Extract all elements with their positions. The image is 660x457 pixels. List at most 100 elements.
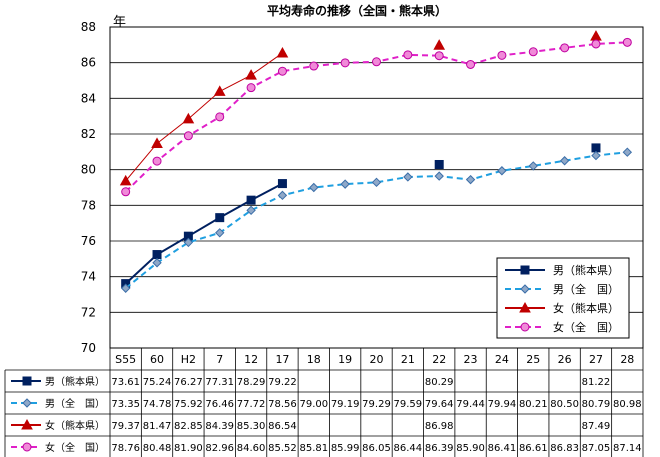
data-point (215, 112, 225, 122)
table-cell: 86.05 (362, 443, 391, 454)
data-point (213, 85, 226, 96)
data-point (590, 30, 602, 41)
table-cell: 79.64 (425, 399, 454, 410)
table-cell: 77.72 (237, 399, 266, 410)
table-cell: 79.37 (111, 421, 140, 432)
table-cell: 79.44 (456, 399, 485, 410)
data-point (215, 213, 225, 223)
data-point (519, 301, 531, 313)
x-tick-label: 18 (307, 353, 321, 366)
data-point (22, 376, 32, 386)
x-tick-label: 17 (275, 353, 289, 366)
table-cell: 85.99 (331, 443, 360, 454)
data-point (465, 174, 476, 185)
data-point (22, 398, 32, 408)
table-cell: 77.31 (205, 377, 234, 388)
data-point (309, 182, 319, 193)
data-point (497, 50, 507, 60)
x-tick-label: 27 (589, 353, 603, 366)
table-cell: 80.79 (582, 399, 611, 410)
table-row: 男（全 国） 73.35 74.78 75.92 76.46 77.72 78.56 79.0… (11, 397, 642, 410)
table-cell: 80.98 (613, 399, 642, 410)
y-tick-label: 80 (81, 163, 96, 177)
row-label: 男（熊本県） (45, 375, 105, 388)
table-cell: 80.50 (550, 399, 579, 410)
table-cell: 81.47 (143, 421, 172, 432)
y-tick-label: 70 (81, 341, 96, 355)
data-point (520, 265, 530, 275)
table-cell: 87.05 (582, 443, 611, 454)
data-point (277, 179, 287, 189)
table-cell: 73.61 (111, 377, 140, 388)
data-point (466, 59, 476, 69)
x-tick-label: 20 (370, 353, 384, 366)
x-tick-label: H2 (181, 353, 196, 366)
table-cell: 84.39 (205, 421, 234, 432)
chart-title: 平均寿命の推移（全国・熊本県） (267, 3, 447, 18)
data-point (183, 237, 194, 248)
y-axis-ticks: 70 72 74 76 78 80 82 84 86 88 (81, 20, 96, 355)
table-cell: 76.46 (205, 399, 234, 410)
data-point (560, 43, 570, 53)
table-cell: 85.90 (456, 443, 485, 454)
x-tick-label: 25 (526, 353, 540, 366)
data-point (277, 66, 287, 76)
data-point (622, 37, 632, 47)
table-cell: 79.00 (299, 399, 328, 410)
table-cell: 79.59 (394, 399, 423, 410)
y-tick-label: 82 (81, 127, 96, 141)
legend-label: 女（熊本県） (553, 301, 619, 315)
data-point (182, 112, 195, 124)
x-tick-label: 19 (338, 353, 352, 366)
table-cell: 80.29 (425, 377, 454, 388)
legend-label: 男（熊本県） (553, 263, 619, 277)
data-point (591, 150, 601, 161)
series-1 (120, 147, 633, 293)
table-cell: 80.48 (143, 443, 172, 454)
table-cell: 75.24 (143, 377, 172, 388)
data-point (433, 39, 446, 50)
row-label: 女（熊本県） (45, 419, 105, 432)
table-cell: 74.78 (143, 399, 172, 410)
table-cell: 79.22 (268, 377, 297, 388)
legend-box (496, 257, 630, 339)
data-point (245, 69, 257, 80)
data-point (528, 47, 538, 57)
data-point (120, 283, 131, 293)
data-point (277, 190, 288, 201)
data-point (152, 250, 162, 260)
data-point (22, 442, 32, 452)
data-point (497, 166, 507, 176)
table-cell: 86.98 (425, 421, 454, 432)
x-tick-label: S55 (115, 353, 136, 366)
row-label: 男（全 国） (45, 397, 105, 410)
data-point (246, 83, 256, 93)
x-tick-label: 23 (464, 353, 478, 366)
legend-label: 女（全 国） (553, 320, 619, 334)
data-point (520, 322, 530, 332)
table-cell: 85.30 (237, 421, 266, 432)
data-point (246, 195, 256, 205)
y-tick-label: 88 (81, 20, 96, 34)
data-point (591, 39, 601, 49)
table-cell: 86.39 (425, 443, 454, 454)
x-tick-label: 60 (150, 353, 164, 366)
y-tick-label: 84 (81, 91, 96, 105)
data-point (309, 61, 319, 71)
table-cell: 78.56 (268, 399, 297, 410)
data-point (119, 174, 132, 186)
table-row: 女（全 国） 78.76 80.48 81.90 82.96 84.60 85.52 85.8… (11, 441, 642, 454)
data-point (152, 258, 162, 268)
x-tick-label: 26 (558, 353, 572, 366)
table-cell: 79.29 (362, 399, 391, 410)
table-cell: 87.14 (613, 443, 642, 454)
data-point (520, 284, 530, 294)
data-point (121, 187, 131, 197)
plot-area (119, 30, 633, 293)
x-tick-label: 22 (432, 353, 446, 366)
data-point (371, 177, 382, 188)
data-point (183, 131, 193, 141)
series-3 (121, 37, 632, 197)
data-point (559, 156, 570, 166)
